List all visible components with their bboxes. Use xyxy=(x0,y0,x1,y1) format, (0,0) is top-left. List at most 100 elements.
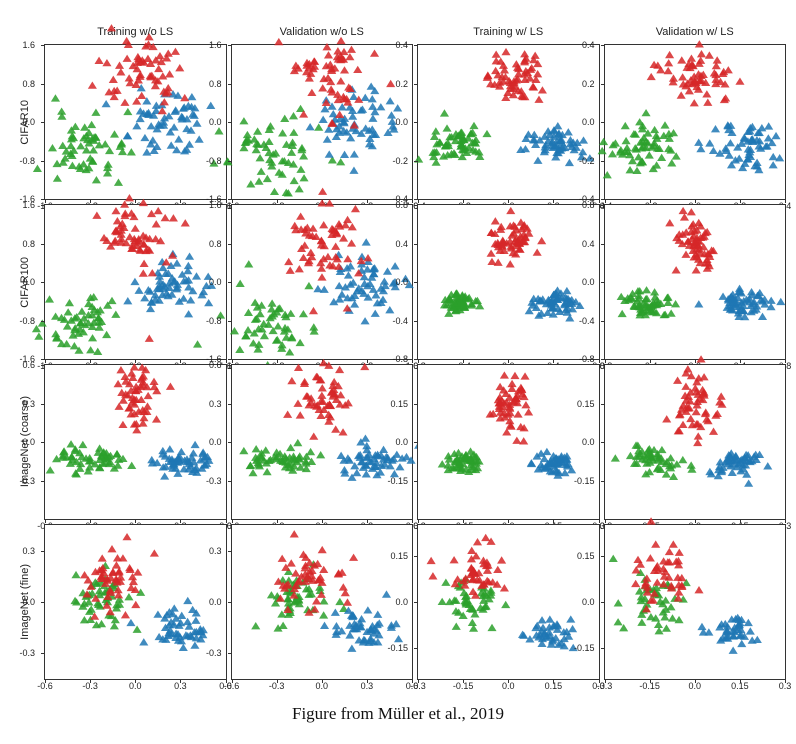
marker-blue xyxy=(373,611,382,618)
marker-green xyxy=(78,441,87,448)
marker-blue xyxy=(123,297,132,304)
y-tick-label: 0.2 xyxy=(395,79,408,89)
y-tick-label: 0.8 xyxy=(209,79,222,89)
y-tick-label: -0.8 xyxy=(392,354,408,364)
marker-green xyxy=(66,142,75,149)
marker-blue xyxy=(187,93,196,100)
marker-blue xyxy=(565,159,574,166)
scatter-svg xyxy=(605,45,786,199)
marker-red xyxy=(329,378,338,385)
marker-red xyxy=(323,51,332,58)
panel-r3-c2: -0.3-0.150.00.150.3-0.150.00.15 xyxy=(417,524,600,680)
marker-blue xyxy=(102,100,111,107)
marker-red xyxy=(704,51,713,58)
marker-red xyxy=(681,251,690,258)
marker-red xyxy=(322,43,331,50)
marker-green xyxy=(133,625,142,632)
marker-red xyxy=(483,577,492,584)
marker-blue xyxy=(172,259,181,266)
marker-green xyxy=(46,466,55,473)
marker-green xyxy=(299,174,308,181)
marker-blue xyxy=(340,151,349,158)
marker-green xyxy=(669,473,678,480)
marker-red xyxy=(519,437,528,444)
marker-green xyxy=(51,94,60,101)
marker-green xyxy=(452,623,461,630)
x-tick-label: 0.0 xyxy=(502,681,515,691)
marker-blue xyxy=(390,262,399,269)
y-tick-label: 0.0 xyxy=(209,277,222,287)
marker-green xyxy=(235,346,244,353)
y-tick-label: 0.0 xyxy=(22,117,35,127)
panel-r3-c3: -0.3-0.150.00.150.3-0.150.00.15 xyxy=(604,524,787,680)
y-tick-label: 0.0 xyxy=(395,117,408,127)
marker-green xyxy=(117,139,126,146)
panel-grid: Training w/o LS Validation w/o LS Traini… xyxy=(10,20,786,680)
marker-blue xyxy=(752,636,761,643)
marker-green xyxy=(262,175,271,182)
marker-blue xyxy=(367,95,376,102)
marker-green xyxy=(637,619,646,626)
marker-red xyxy=(631,580,640,587)
y-tick-label: 0.0 xyxy=(395,597,408,607)
marker-green xyxy=(661,624,670,631)
marker-red xyxy=(291,569,300,576)
marker-blue xyxy=(381,590,390,597)
marker-green xyxy=(657,154,666,161)
marker-red xyxy=(701,408,710,415)
marker-red xyxy=(703,99,712,106)
marker-green xyxy=(285,348,294,355)
marker-red xyxy=(339,66,348,73)
marker-red xyxy=(428,572,437,579)
scatter-svg xyxy=(418,365,599,519)
marker-green xyxy=(243,326,252,333)
marker-green xyxy=(667,614,676,621)
marker-green xyxy=(653,621,662,628)
x-tick-label: -0.15 xyxy=(639,681,660,691)
marker-red xyxy=(115,62,124,69)
marker-red xyxy=(467,564,476,571)
marker-red xyxy=(123,55,132,62)
marker-red xyxy=(171,48,180,55)
marker-green xyxy=(671,300,680,307)
marker-red xyxy=(289,530,298,537)
marker-red xyxy=(165,70,174,77)
marker-red xyxy=(154,65,163,72)
marker-red xyxy=(537,237,546,244)
x-tick-label: 0.15 xyxy=(731,681,749,691)
marker-green xyxy=(250,299,259,306)
marker-green xyxy=(246,180,255,187)
marker-red xyxy=(520,372,529,379)
marker-green xyxy=(306,448,315,455)
marker-blue xyxy=(737,640,746,647)
marker-red xyxy=(122,533,131,540)
marker-red xyxy=(293,364,302,371)
marker-red xyxy=(127,209,136,216)
marker-green xyxy=(45,295,54,302)
marker-green xyxy=(255,310,264,317)
marker-red xyxy=(668,540,677,547)
marker-red xyxy=(665,51,674,58)
marker-red xyxy=(487,249,496,256)
scatter-svg xyxy=(418,205,599,359)
marker-red xyxy=(343,255,352,262)
marker-red xyxy=(671,266,680,273)
marker-red xyxy=(125,233,134,240)
marker-blue xyxy=(382,267,391,274)
marker-green xyxy=(482,130,491,137)
marker-blue xyxy=(360,317,369,324)
marker-red xyxy=(521,401,530,408)
marker-green xyxy=(244,260,253,267)
y-tick-label: -0.8 xyxy=(19,156,35,166)
panel-r3-c1: -0.6-0.30.00.30.6-0.30.00.3 xyxy=(231,524,414,680)
x-tick-label: 0.0 xyxy=(129,681,142,691)
marker-blue xyxy=(195,135,204,142)
marker-green xyxy=(243,309,252,316)
marker-red xyxy=(674,549,683,556)
x-tick-label: 0.0 xyxy=(688,681,701,691)
marker-blue xyxy=(343,271,352,278)
marker-blue xyxy=(170,604,179,611)
marker-green xyxy=(113,450,122,457)
marker-red xyxy=(500,371,509,378)
marker-green xyxy=(657,446,666,453)
